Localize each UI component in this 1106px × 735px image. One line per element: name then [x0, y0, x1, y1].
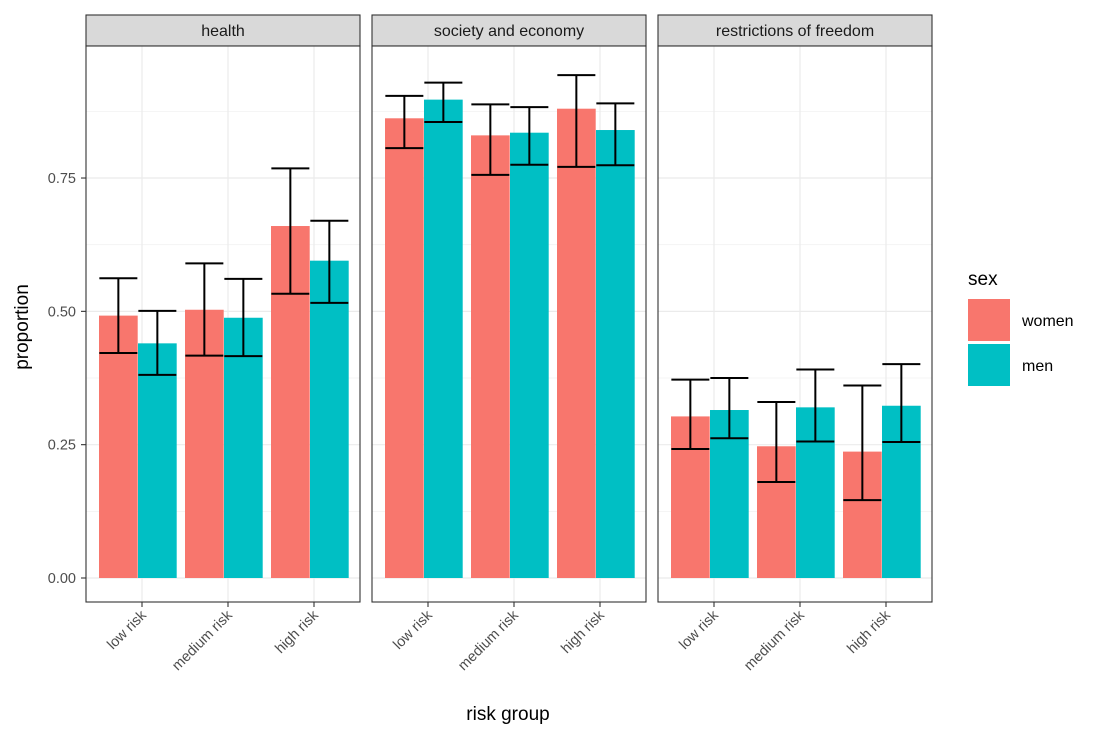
error-bar-men	[796, 368, 835, 443]
error-bar-men	[882, 363, 921, 444]
bar-women	[557, 108, 596, 579]
x-tick-label: high risk	[844, 607, 894, 657]
facet-strip	[85, 14, 361, 47]
legend-title: sex	[968, 269, 998, 290]
x-tick-label: low risk	[390, 607, 436, 653]
legend-key-men	[968, 344, 1010, 386]
bar-men	[596, 130, 635, 578]
bar-women	[99, 315, 138, 578]
facet-title: health	[201, 23, 245, 40]
y-tick-label: 0.75	[48, 171, 76, 187]
error-bar-women	[557, 74, 596, 168]
facet-title: society and economy	[434, 23, 584, 40]
x-tick-label: medium risk	[169, 607, 236, 674]
error-bar-men	[224, 277, 263, 358]
legend: sex women men	[968, 269, 1074, 386]
facet-title: restrictions of freedom	[716, 23, 874, 40]
x-tick-label: medium risk	[455, 607, 522, 674]
facet-strip	[371, 14, 647, 47]
bar-men	[424, 99, 463, 579]
error-bar-men	[424, 81, 463, 124]
error-bar-women	[671, 378, 710, 450]
legend-label-men: men	[1022, 358, 1053, 375]
y-axis: 0.00 0.25 0.50 0.75	[48, 171, 86, 587]
error-bar-women	[471, 103, 510, 176]
y-tick-label: 0.00	[48, 571, 76, 587]
error-bar-women	[757, 401, 796, 484]
facet-strip	[657, 14, 933, 47]
panel-3: restrictions of freedom low risk medium ri…	[657, 14, 933, 674]
error-bar-men	[510, 106, 549, 166]
x-axis-title: risk group	[466, 704, 549, 725]
error-bar-women	[843, 384, 882, 502]
x-tick-label: high risk	[558, 607, 608, 657]
bar-men	[310, 260, 349, 578]
x-tick-label: low risk	[104, 607, 150, 653]
error-bar-men	[710, 377, 749, 440]
error-bar-women	[185, 262, 224, 357]
y-tick-label: 0.25	[48, 438, 76, 454]
panel-border	[657, 45, 933, 603]
bar-women	[471, 135, 510, 578]
x-tick-label: high risk	[272, 607, 322, 657]
bar-men	[138, 343, 177, 578]
x-tick-label: medium risk	[741, 607, 808, 674]
legend-label-women: women	[1021, 313, 1074, 330]
panel-2: society and economy low risk medium risk hi…	[371, 14, 647, 674]
error-bar-men	[310, 219, 349, 304]
error-bar-men	[138, 309, 177, 376]
error-bar-women	[99, 277, 138, 354]
x-tick-label: low risk	[676, 607, 722, 653]
panel-1: health low risk medium risk high risk	[85, 14, 361, 674]
error-bar-women	[385, 94, 424, 150]
y-tick-label: 0.50	[48, 304, 76, 320]
legend-key-women	[968, 299, 1010, 341]
bar-women	[385, 118, 424, 578]
panel-border	[371, 45, 647, 603]
panel-border	[85, 45, 361, 603]
bar-men	[224, 317, 263, 578]
bar-men	[510, 132, 549, 578]
error-bar-men	[596, 102, 635, 167]
y-axis-title: proportion	[12, 284, 33, 370]
error-bar-women	[271, 167, 310, 295]
